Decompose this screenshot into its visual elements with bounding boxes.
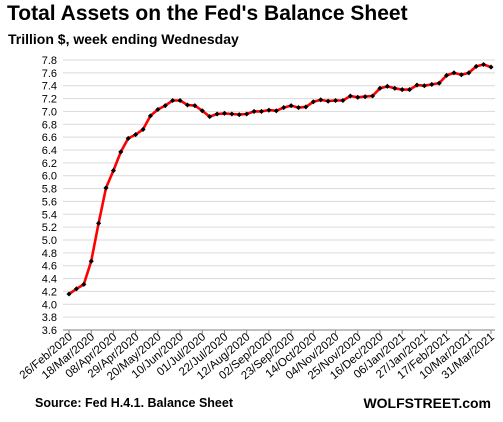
y-tick-label: 5.8: [42, 184, 57, 196]
y-tick-label: 5.4: [42, 209, 57, 221]
y-tick-label: 4.8: [42, 248, 57, 260]
source-note: Source: Fed H.4.1. Balance Sheet: [35, 396, 233, 410]
data-point: [103, 185, 109, 191]
data-point: [384, 83, 390, 89]
y-tick-label: 6.8: [42, 119, 57, 131]
y-tick-label: 4.2: [42, 286, 57, 298]
brand-label: WOLFSTREET.com: [363, 395, 491, 411]
chart-subtitle: Trillion $, week ending Wednesday: [8, 31, 239, 47]
y-tick-label: 5.0: [42, 235, 57, 247]
y-tick-label: 4.0: [42, 299, 57, 311]
y-tick-labels: 3.63.84.04.24.44.64.85.05.25.45.65.86.06…: [42, 55, 57, 337]
y-tick-label: 7.6: [42, 68, 57, 80]
data-point: [96, 220, 102, 226]
x-tick-labels: 26/Feb/202018/Mar/202008/Apr/202029/Apr/…: [18, 331, 497, 383]
data-point: [355, 94, 361, 100]
data-point: [481, 61, 487, 68]
y-tick-label: 4.4: [42, 274, 57, 286]
data-point: [310, 99, 316, 105]
data-point: [140, 126, 146, 132]
y-tick-label: 4.6: [42, 261, 57, 273]
data-point: [244, 111, 250, 117]
data-point: [221, 110, 228, 116]
data-point: [73, 286, 79, 292]
y-tick-label: 6.2: [42, 158, 57, 170]
series-line: [68, 63, 492, 296]
y-tick-label: 3.8: [42, 312, 57, 324]
data-point: [258, 108, 265, 114]
data-point: [229, 111, 235, 117]
y-tick-label: 7.4: [42, 81, 57, 93]
data-point: [236, 112, 242, 118]
y-tick-label: 7.0: [42, 106, 57, 118]
y-tick-label: 7.8: [42, 55, 57, 67]
data-point: [399, 87, 405, 93]
data-point: [325, 98, 331, 104]
y-tick-label: 6.0: [42, 171, 57, 183]
y-tick-label: 5.2: [42, 222, 57, 234]
gridlines: [63, 59, 495, 331]
data-point: [392, 85, 398, 91]
series-total-assets: [66, 61, 494, 297]
y-tick-label: 5.6: [42, 196, 57, 208]
chart-title: Total Assets on the Fed's Balance Sheet: [7, 2, 408, 25]
data-point: [118, 149, 124, 155]
y-tick-label: 6.4: [42, 145, 57, 157]
data-point: [125, 135, 131, 141]
data-point: [207, 114, 213, 120]
y-tick-label: 6.6: [42, 132, 57, 144]
axes: [63, 329, 495, 334]
y-tick-label: 3.6: [42, 325, 57, 337]
y-tick-label: 7.2: [42, 94, 57, 106]
data-point: [133, 132, 139, 138]
data-point: [421, 83, 427, 89]
data-point: [199, 108, 205, 114]
